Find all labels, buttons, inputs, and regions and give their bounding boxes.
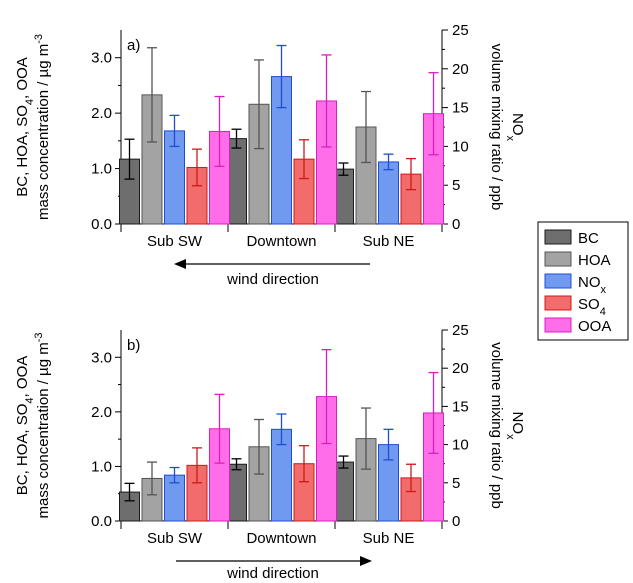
wind-arrow-head	[360, 556, 372, 566]
legend-swatch	[544, 273, 572, 289]
category-label: Sub NE	[363, 233, 415, 250]
category-label: Downtown	[246, 233, 316, 250]
right-tick-label: 10	[452, 138, 469, 155]
right-axis-title-line1: NOx	[504, 113, 526, 142]
legend-label: HOA	[578, 252, 611, 269]
panel-label: b)	[127, 337, 140, 354]
right-tick-label: 5	[452, 475, 460, 492]
chart-panel-a: 0.0 1.0 2.0 3.0 0 5 10 15 20 25 Sub SW Downtown Sub …	[14, 22, 526, 288]
right-tick-label: 25	[452, 22, 469, 39]
legend-label: NOx	[578, 274, 607, 296]
legend-swatch	[544, 295, 572, 311]
wind-direction-label: wind direction	[226, 271, 319, 288]
panel-label: a)	[127, 37, 140, 54]
right-axis-title-line2: volume mixing ratio / ppb	[488, 342, 505, 509]
left-tick-label: 1.0	[91, 161, 112, 178]
category-label: Downtown	[246, 530, 316, 547]
left-tick-label: 2.0	[91, 105, 112, 122]
left-axis-title-line2: mass concentration / µg m-3	[33, 332, 52, 518]
right-tick-label: 15	[452, 398, 469, 415]
category-label: Sub SW	[147, 233, 203, 250]
left-tick-label: 0.0	[91, 216, 112, 233]
wind-direction-label: wind direction	[226, 565, 319, 582]
category-label: Sub NE	[363, 530, 415, 547]
right-tick-label: 15	[452, 100, 469, 117]
right-tick-label: 0	[452, 513, 460, 530]
right-tick-label: 10	[452, 437, 469, 454]
legend-swatch	[544, 317, 572, 333]
right-tick-label: 5	[452, 177, 460, 194]
bar-nox	[378, 161, 399, 225]
legend-label: BC	[578, 230, 599, 247]
right-tick-label: 0	[452, 216, 460, 233]
right-tick-label: 25	[452, 322, 469, 339]
left-tick-label: 1.0	[91, 458, 112, 475]
left-axis-title-line2: mass concentration / µg m-3	[33, 34, 52, 220]
left-tick-label: 3.0	[91, 349, 112, 366]
right-tick-label: 20	[452, 360, 469, 377]
chart-panel-b: 0.0 1.0 2.0 3.0 0 5 10 15 20 25 Sub SW Downtown Sub …	[14, 322, 526, 582]
left-tick-label: 3.0	[91, 50, 112, 67]
legend-swatch	[544, 251, 572, 267]
category-label: Sub SW	[147, 530, 203, 547]
wind-arrow-head	[174, 259, 186, 269]
left-tick-label: 0.0	[91, 513, 112, 530]
left-tick-label: 2.0	[91, 404, 112, 421]
right-axis-title-line2: volume mixing ratio / ppb	[488, 44, 505, 211]
right-axis-title-line1: NOx	[504, 412, 526, 441]
left-axis-title-line1: BC, HOA, SO4, OOA	[14, 356, 36, 496]
right-tick-label: 20	[452, 61, 469, 78]
legend-swatch	[544, 229, 572, 245]
legend-label: OOA	[578, 318, 611, 335]
legend-label: SO4	[578, 296, 606, 318]
left-axis-title-line1: BC, HOA, SO4, OOA	[14, 57, 36, 197]
